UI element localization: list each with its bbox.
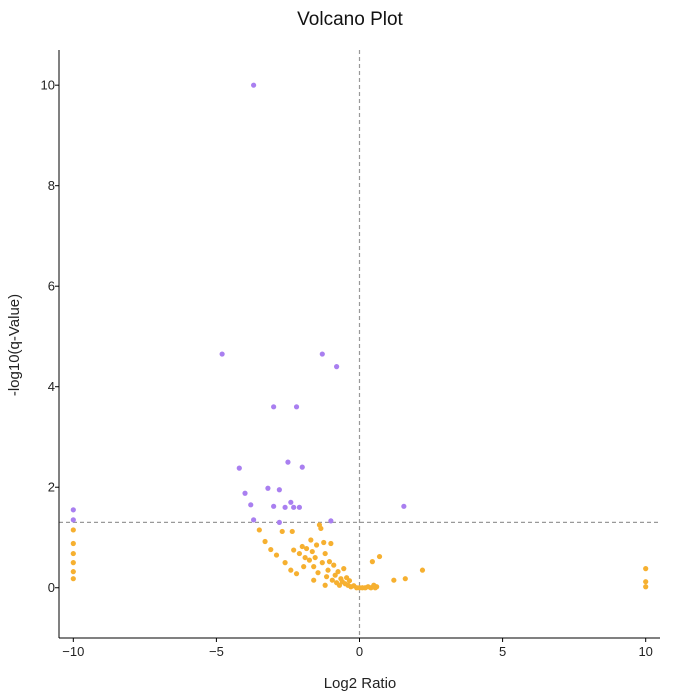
nonsignificant-point (302, 554, 308, 561)
significant-point (276, 519, 282, 526)
significant-point (401, 503, 407, 509)
significant-point (251, 82, 257, 88)
nonsignificant-point (331, 562, 337, 568)
nonsignificant-point (329, 577, 335, 583)
nonsignificant-point (299, 543, 305, 550)
nonsignificant-point (315, 570, 321, 576)
nonsignificant-point (328, 540, 334, 547)
significant-point (271, 503, 277, 509)
nonsignificant-point (279, 528, 285, 535)
nonsignificant-point (311, 564, 317, 570)
nonsignificant-point (70, 569, 76, 575)
significant-point (319, 351, 325, 357)
nonsignificant-point (70, 540, 76, 547)
nonsignificant-point (335, 569, 341, 575)
significant-point (251, 517, 257, 523)
nonsignificant-point (402, 576, 408, 582)
nonsignificant-point (282, 560, 288, 566)
significant-point (242, 490, 248, 496)
x-tick-label: 5 (499, 644, 506, 659)
nonsignificant-point (296, 550, 302, 557)
y-tick-label: 6 (48, 279, 55, 294)
x-tick-label: 0 (356, 644, 363, 659)
x-axis-title: Log2 Ratio (324, 675, 397, 692)
nonsignificant-point (374, 584, 380, 590)
x-tick-label: −10 (62, 644, 84, 659)
nonsignificant-point (308, 537, 314, 543)
nonsignificant-point (289, 528, 295, 535)
nonsignificant-point (293, 571, 300, 577)
nonsignificant-point (70, 560, 76, 566)
nonsignificant-point (262, 538, 268, 545)
nonsignificant-point (309, 548, 315, 555)
significant-point (334, 364, 340, 370)
x-tick-label: −5 (209, 644, 224, 659)
significant-point (70, 517, 76, 523)
nonsignificant-point (301, 564, 307, 570)
y-tick-label: 4 (48, 379, 55, 394)
nonsignificant-point (325, 567, 331, 573)
significant-point (299, 464, 305, 470)
significant-point (328, 518, 334, 524)
y-tick-label: 0 (48, 580, 55, 595)
nonsignificant-point (268, 546, 274, 553)
significant-point (248, 502, 254, 508)
nonsignificant-point (643, 584, 649, 590)
nonsignificant-point (291, 547, 297, 553)
nonsignificant-point (256, 527, 262, 533)
significant-point (291, 504, 297, 510)
nonsignificant-point (70, 527, 76, 533)
nonsignificant-point (323, 574, 330, 580)
nonsignificant-point (322, 582, 328, 588)
nonsignificant-point (643, 566, 649, 572)
significant-point (271, 404, 277, 410)
nonsignificant-point (70, 576, 76, 582)
nonsignificant-point (313, 542, 320, 548)
significant-point (219, 351, 225, 357)
nonsignificant-point (318, 525, 324, 532)
nonsignificant-point (326, 559, 333, 565)
significant-point (265, 485, 271, 491)
nonsignificant-point (312, 554, 318, 561)
y-axis-title: -log10(q-Value) (6, 294, 23, 396)
nonsignificant-point (369, 559, 375, 565)
nonsignificant-point (643, 579, 649, 585)
nonsignificant-point (346, 578, 353, 584)
nonsignificant-point (341, 566, 347, 572)
significant-point (293, 404, 300, 410)
significant-point (285, 459, 291, 465)
nonsignificant-point (391, 577, 397, 583)
significant-point (70, 507, 76, 513)
nonsignificant-point (306, 557, 313, 563)
nonsignificant-point (303, 545, 310, 552)
y-tick-label: 2 (48, 480, 55, 495)
significant-point (288, 499, 294, 505)
nonsignificant-point (70, 550, 76, 557)
nonsignificant-point (319, 560, 325, 566)
chart-title: Volcano Plot (297, 9, 403, 30)
nonsignificant-point (336, 582, 343, 588)
nonsignificant-point (332, 572, 338, 578)
nonsignificant-point (273, 552, 280, 558)
y-tick-label: 10 (41, 78, 55, 93)
significant-point (296, 504, 302, 510)
significant-point (282, 504, 288, 510)
nonsignificant-point (321, 539, 327, 546)
nonsignificant-point (322, 550, 328, 557)
y-tick-label: 8 (48, 178, 55, 193)
plot-area: −10 −5 0 5 10 0 2 4 6 8 10 (41, 50, 660, 659)
nonsignificant-point (288, 567, 294, 573)
significant-point (236, 465, 242, 471)
nonsignificant-point (419, 567, 426, 573)
significant-point (276, 487, 282, 493)
nonsignificant-point (376, 553, 383, 560)
nonsignificant-point (311, 577, 317, 583)
x-tick-label: 10 (638, 644, 652, 659)
